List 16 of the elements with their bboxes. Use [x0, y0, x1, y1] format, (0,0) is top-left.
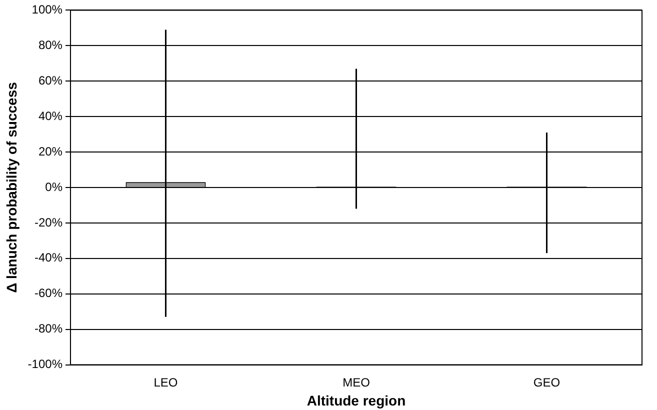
x-tick-label: MEO: [342, 375, 370, 390]
x-tick-label: GEO: [533, 375, 560, 390]
y-tick-label: -100%: [28, 357, 63, 372]
y-tick-label: -60%: [34, 286, 63, 300]
y-tick-label: 0%: [45, 180, 63, 194]
y-axis-title: Δ lanuch probability of success: [3, 82, 20, 293]
y-tick-label: 20%: [38, 144, 63, 158]
x-axis-title: Altitude region: [306, 392, 406, 408]
y-tick-label: 40%: [38, 108, 63, 123]
y-tick-label: -20%: [34, 215, 63, 230]
y-tick-label: 80%: [38, 38, 63, 52]
y-tick-label: -80%: [34, 322, 63, 336]
y-tick-label: 100%: [32, 2, 63, 17]
y-tick-label: -40%: [34, 250, 63, 265]
y-tick-label: 60%: [38, 73, 63, 88]
x-tick-label: LEO: [154, 375, 178, 390]
